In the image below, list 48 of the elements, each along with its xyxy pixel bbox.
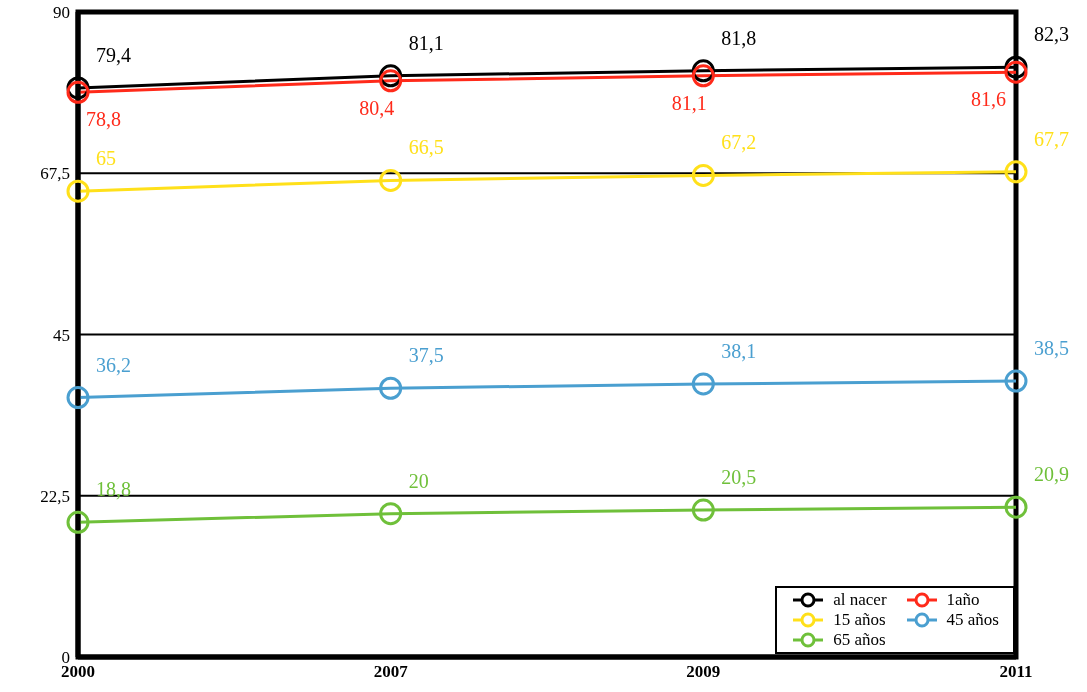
x-tick-label: 2009 [686,662,721,682]
data-label: 81,6 [971,88,1006,111]
data-label: 38,5 [1034,337,1069,360]
point [691,64,715,88]
x-tick-label: 2000 [61,662,95,682]
point [691,498,715,522]
y-tick-label: 90 [53,3,70,23]
point [379,69,403,93]
point [1004,160,1028,184]
point [379,502,403,526]
point [66,510,90,534]
legend-label: 45 años [946,610,999,630]
x-tick-label: 2007 [373,662,409,682]
data-label: 80,4 [359,96,395,119]
data-label: 67,2 [721,131,757,154]
data-label: 18,8 [96,478,131,501]
data-label: 79,4 [96,43,131,66]
data-label: 20,9 [1034,463,1069,486]
data-label: 78,8 [86,108,121,131]
y-tick-label: 45 [53,325,70,345]
data-label: 67,7 [1034,127,1069,150]
data-label: 66,5 [408,136,444,159]
x-tick-label: 2011 [999,662,1033,682]
data-label: 65 [96,147,116,170]
legend-label: 15 años [833,610,886,630]
y-tick-label: 22,5 [40,486,70,506]
point [1004,369,1028,393]
point [66,179,90,203]
point [66,386,90,410]
data-label: 81,1 [671,91,707,114]
legend-label: 65 años [833,630,886,650]
data-label: 81,8 [721,26,757,49]
data-label: 20 [408,469,429,492]
point [691,372,715,396]
data-label: 36,2 [96,353,131,376]
point [379,168,403,192]
point [1004,60,1028,84]
data-label: 20,5 [721,466,757,489]
data-label: 82,3 [1034,23,1069,46]
legend-label: al nacer [833,590,887,610]
point [379,376,403,400]
y-tick-label: 67,5 [40,164,70,184]
data-label: 38,1 [721,339,757,362]
data-label: 37,5 [408,344,444,367]
point [1004,495,1028,519]
point [691,163,715,187]
legend-label: 1año [946,590,980,610]
data-label: 81,1 [408,31,444,54]
